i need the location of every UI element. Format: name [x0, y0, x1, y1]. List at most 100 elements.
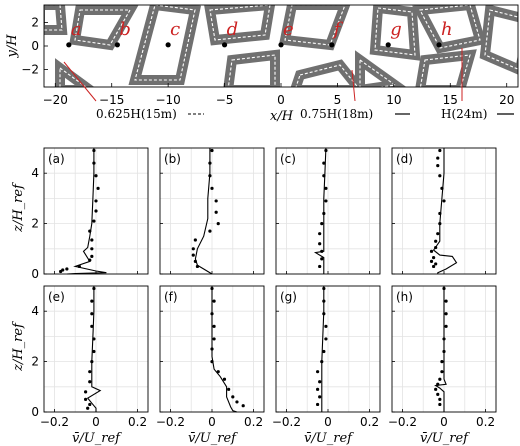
- measurement-point: [318, 395, 322, 399]
- measurement-point: [92, 219, 96, 223]
- measurement-point: [65, 267, 69, 271]
- measurement-point: [320, 360, 324, 364]
- map-x-tick-label: −20: [43, 93, 68, 107]
- measurement-point: [92, 161, 96, 165]
- profile-panel: (f) −0.2 0 0.2 v̄/U_ref: [156, 285, 265, 446]
- x-tick-label: −0.2: [388, 415, 417, 429]
- measurement-point: [324, 337, 328, 341]
- profile-y-axis-label-bottom: z/H_ref: [11, 321, 26, 372]
- profile-x-axis-label: v̄/U_ref: [420, 431, 470, 446]
- profile-x-axis-label: v̄/U_ref: [72, 431, 122, 446]
- measurement-point: [318, 380, 322, 384]
- measurement-point: [436, 382, 440, 386]
- measurement-point: [322, 174, 326, 178]
- measurement-point: [429, 259, 434, 263]
- map-y-tick-label: 0: [31, 39, 39, 53]
- measurement-point: [88, 380, 92, 384]
- measurement-point: [320, 257, 324, 261]
- measurement-point: [88, 402, 92, 407]
- map-x-tick-label: −10: [155, 93, 180, 107]
- measurement-point: [90, 360, 94, 364]
- profile-line: [321, 286, 325, 412]
- map-x-tick-label: 10: [386, 93, 401, 107]
- measurement-point: [318, 232, 322, 236]
- x-tick-label: 0.2: [360, 415, 379, 429]
- measurement-point: [429, 249, 434, 253]
- profile-panel: (b): [159, 147, 265, 275]
- x-tick-label: −0.2: [40, 415, 69, 429]
- measurement-point: [90, 247, 94, 251]
- measurement-point: [322, 286, 326, 291]
- panel-label: (b): [164, 152, 181, 166]
- profile-panel: (g) −0.2 0 0.2 v̄/U_ref: [272, 285, 381, 446]
- measurement-point: [90, 324, 94, 328]
- x-tick-label: −0.2: [272, 415, 301, 429]
- measurement-point: [442, 286, 446, 291]
- profile-panel: (d): [391, 147, 497, 275]
- measurement-point: [210, 360, 214, 364]
- measurement-point: [216, 222, 220, 226]
- measurement-point: [210, 347, 214, 351]
- measurement-point: [318, 264, 322, 269]
- measurement-point: [84, 390, 88, 394]
- measurement-point: [212, 337, 216, 341]
- measurement-point: [92, 286, 96, 291]
- measurement-point: [316, 402, 320, 407]
- measurement-point: [436, 232, 440, 236]
- measurement-point: [322, 161, 326, 165]
- panel-label: (d): [396, 152, 413, 166]
- measurement-point: [216, 370, 220, 374]
- measurement-point: [434, 262, 438, 266]
- measurement-point: [316, 370, 320, 374]
- measurement-point: [320, 249, 324, 253]
- measurement-point: [434, 245, 438, 250]
- x-tick-label: 0: [324, 415, 332, 429]
- height-label-24m: H(24m): [441, 107, 487, 121]
- measurement-point: [320, 222, 324, 226]
- leader-line-18m: [351, 69, 356, 102]
- site-label-b: b: [119, 19, 131, 40]
- map-x-tick-label: −5: [216, 93, 234, 107]
- site-label-d: d: [227, 19, 239, 40]
- site-label-c: c: [170, 19, 180, 40]
- height-label-18m: 0.75H(18m): [300, 107, 373, 121]
- site-point-g: [385, 42, 391, 48]
- measurement-point: [316, 387, 320, 391]
- panel-label: (c): [280, 152, 296, 166]
- building-block: [44, 5, 68, 35]
- measurement-point: [438, 148, 442, 153]
- measurement-point: [88, 370, 92, 374]
- site-label-a: a: [71, 19, 82, 40]
- height-label-15m: 0.625H(15m): [96, 107, 177, 121]
- measurement-point: [208, 174, 212, 178]
- measurement-point: [214, 210, 218, 214]
- panel-label: (g): [280, 290, 297, 304]
- panel-label: (a): [48, 152, 65, 166]
- measurement-point: [322, 349, 326, 354]
- site-point-a: [66, 42, 72, 48]
- building-layout: [44, 5, 518, 87]
- velocity-profile-panels: (a)024(b) (c) (d)(e)−0.2 0 0.2024v̄/U_ref(f)…: [31, 147, 497, 446]
- profile-line: [313, 147, 327, 274]
- measurement-point: [86, 406, 90, 410]
- measurement-point: [322, 211, 326, 216]
- measurement-point: [436, 156, 440, 160]
- measurement-point: [90, 254, 94, 258]
- measurement-point: [440, 186, 444, 190]
- measurement-point: [210, 186, 214, 190]
- measurement-point: [96, 186, 100, 190]
- measurement-point: [94, 209, 98, 213]
- measurement-point: [432, 264, 436, 269]
- site-point-d: [221, 42, 228, 48]
- x-tick-label: −0.2: [156, 415, 185, 429]
- measurement-point: [438, 211, 442, 216]
- panel-label: (f): [164, 290, 178, 304]
- site-point-c: [165, 42, 171, 48]
- measurement-point: [195, 264, 200, 269]
- measurement-point: [438, 402, 442, 407]
- measurement-point: [193, 259, 197, 263]
- measurement-point: [442, 349, 446, 354]
- profile-panel: (h) −0.2 0 0.2 v̄/U_ref: [388, 285, 497, 446]
